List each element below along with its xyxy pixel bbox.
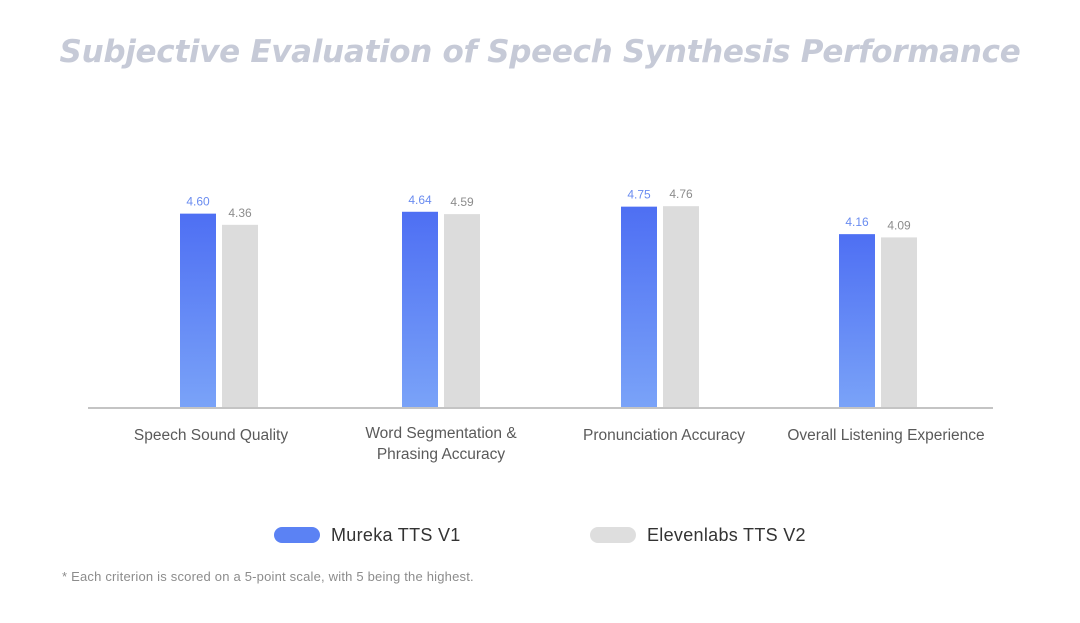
category-label-1-line-1: Phrasing Accuracy [377, 446, 506, 463]
bar-elevenlabs-tts-v2-1 [444, 214, 480, 408]
legend: Mureka TTS V1 Elevenlabs TTS V2 [0, 522, 1080, 548]
value-label-mureka-tts-v1-3: 4.16 [845, 215, 869, 229]
bar-mureka-tts-v1-0 [180, 213, 216, 408]
value-label-mureka-tts-v1-1: 4.64 [408, 193, 432, 207]
value-labels-group: 4.60 4.64 4.75 4.16 4.36 4.59 4.76 4.09 [186, 187, 911, 232]
bar-elevenlabs-tts-v2-2 [663, 206, 699, 408]
legend-swatch-elevenlabs [590, 527, 636, 543]
bar-elevenlabs-tts-v2-3 [881, 237, 917, 408]
legend-label-elevenlabs: Elevenlabs TTS V2 [647, 524, 806, 545]
legend-swatch-mureka [274, 527, 320, 543]
category-label-2-line-0: Pronunciation Accuracy [583, 427, 745, 444]
legend-item-mureka: Mureka TTS V1 [274, 522, 461, 548]
bar-mureka-tts-v1-3 [839, 234, 875, 408]
bars-group [180, 206, 917, 408]
category-label-1: Word Segmentation & Phrasing Accuracy [365, 425, 517, 463]
value-label-elevenlabs-tts-v2-2: 4.76 [669, 187, 693, 201]
legend-label-mureka: Mureka TTS V1 [331, 524, 461, 545]
bar-chart: 4.60 4.64 4.75 4.16 4.36 4.59 4.76 4.09 Speech … [88, 187, 993, 463]
value-label-mureka-tts-v1-0: 4.60 [186, 195, 210, 209]
chart-title: Subjective Evaluation of Speech Synthesi… [59, 34, 1021, 70]
value-label-mureka-tts-v1-2: 4.75 [627, 188, 651, 202]
bar-mureka-tts-v1-1 [402, 211, 438, 408]
category-label-3-line-0: Overall Listening Experience [787, 427, 984, 444]
category-label-3: Overall Listening Experience [787, 427, 984, 444]
category-label-1-line-0: Word Segmentation & [365, 425, 517, 442]
value-label-elevenlabs-tts-v2-0: 4.36 [228, 206, 252, 220]
legend-item-elevenlabs: Elevenlabs TTS V2 [590, 522, 806, 548]
category-label-0-line-0: Speech Sound Quality [134, 427, 288, 444]
category-labels-group: Speech Sound Quality Word Segmentation & P… [134, 425, 985, 463]
bar-elevenlabs-tts-v2-0 [222, 224, 258, 408]
footnote: * Each criterion is scored on a 5-point … [62, 569, 474, 584]
value-label-elevenlabs-tts-v2-1: 4.59 [450, 195, 474, 209]
value-label-elevenlabs-tts-v2-3: 4.09 [887, 218, 911, 232]
category-label-2: Pronunciation Accuracy [583, 427, 745, 444]
bar-mureka-tts-v1-2 [621, 206, 657, 408]
category-label-0: Speech Sound Quality [134, 427, 288, 444]
